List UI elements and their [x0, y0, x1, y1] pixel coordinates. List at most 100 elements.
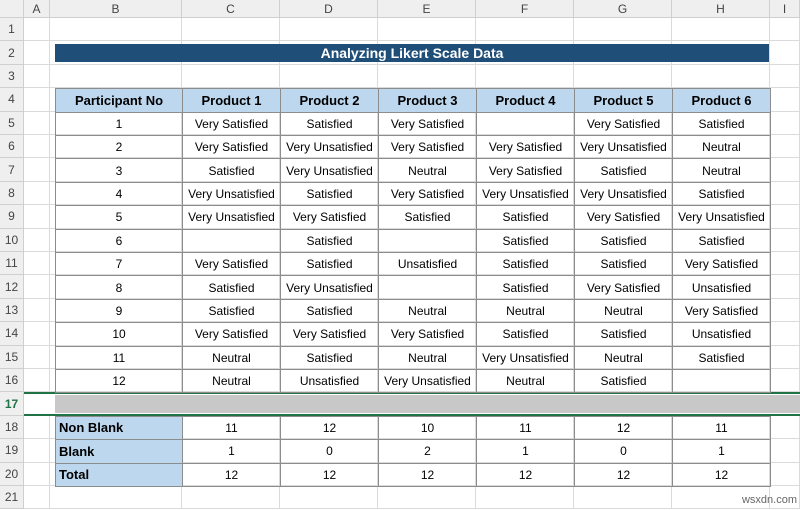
- grid-cell: [378, 369, 476, 393]
- grid-cell: [672, 41, 770, 65]
- grid-cell: [50, 135, 182, 159]
- summary-value: 12: [378, 462, 477, 487]
- grid-cell: [50, 158, 182, 182]
- grid-cell: [24, 18, 50, 42]
- grid-cell: [182, 181, 280, 206]
- column-header: C: [182, 0, 280, 18]
- summary-value: 1: [182, 439, 281, 464]
- table-cell: Very Satisfied: [476, 158, 575, 183]
- grid-cell: [50, 205, 182, 229]
- table-cell: [182, 228, 281, 253]
- grid-cell: [770, 462, 800, 486]
- grid-cell: [574, 252, 672, 276]
- grid-cell: [476, 415, 574, 440]
- grid-cell: [280, 486, 378, 510]
- grid-cell: [182, 486, 280, 510]
- table-cell: Neutral: [182, 345, 281, 370]
- grid-cell: [378, 415, 476, 440]
- table-header: Product 3: [378, 88, 477, 113]
- table-cell: Neutral: [476, 369, 575, 394]
- grid-cell: [770, 158, 800, 182]
- grid-cell: [280, 252, 378, 276]
- table-cell: Satisfied: [182, 275, 281, 300]
- row-header: 20: [0, 462, 24, 486]
- grid-cell: [182, 18, 280, 42]
- grid-cell: [770, 205, 800, 229]
- table-cell: Very Satisfied: [378, 322, 477, 347]
- grid-cell: [476, 298, 574, 323]
- table-cell: Very Unsatisfied: [378, 369, 477, 394]
- table-header: Participant No: [55, 88, 183, 113]
- grid-cell: [182, 415, 280, 440]
- column-header: H: [672, 0, 770, 18]
- grid-cell: [476, 462, 574, 486]
- grid-cell: [24, 298, 50, 323]
- grid-cell: [182, 298, 280, 323]
- grid-cell: [182, 228, 280, 252]
- grid-cell: [182, 322, 280, 346]
- grid-cell: [182, 135, 280, 159]
- grid-cell: [182, 111, 280, 135]
- table-cell: Very Unsatisfied: [574, 135, 673, 160]
- table-cell: [672, 369, 771, 394]
- table-cell: Very Satisfied: [574, 111, 673, 136]
- grid-cell: [24, 41, 50, 65]
- column-header: F: [476, 0, 574, 18]
- grid-cell: [672, 275, 770, 299]
- table-cell: Very Satisfied: [182, 111, 281, 136]
- grid-cell: [770, 88, 800, 112]
- grid-cell: [24, 322, 50, 346]
- grid-cell: [378, 275, 476, 299]
- grid-cell: [182, 252, 280, 276]
- grid-cell: [182, 462, 280, 486]
- table-cell: [378, 228, 477, 253]
- table-cell: Satisfied: [280, 345, 379, 370]
- grid-cell: [574, 158, 672, 182]
- grid-cell: [280, 111, 378, 135]
- grid-cell: [672, 369, 770, 393]
- grid-cell: [770, 135, 800, 159]
- grid-cell: [50, 275, 182, 299]
- table-cell: Neutral: [672, 158, 771, 183]
- grid-cell: [24, 205, 50, 229]
- grid-cell: [672, 439, 770, 463]
- grid-cell: [672, 462, 770, 486]
- table-cell: 1: [55, 111, 183, 136]
- table-cell: Very Satisfied: [280, 322, 379, 347]
- grid-cell: [672, 158, 770, 182]
- row-header: 12: [0, 275, 24, 299]
- grid-cell: [672, 64, 770, 89]
- table-cell: Very Unsatisfied: [280, 158, 379, 183]
- row-header: 11: [0, 252, 24, 276]
- grid-cell: [182, 158, 280, 182]
- grid-cell: [24, 439, 50, 463]
- table-cell: Very Satisfied: [378, 111, 477, 136]
- table-cell: Very Satisfied: [378, 135, 477, 160]
- grid-cell: [672, 345, 770, 369]
- grid-cell: [770, 439, 800, 463]
- table-cell: Unsatisfied: [378, 252, 477, 277]
- table-header: Product 6: [672, 88, 771, 113]
- grid-cell: [476, 322, 574, 346]
- row-header: 16: [0, 369, 24, 393]
- grid-cell: [574, 205, 672, 229]
- grid-cell: [476, 252, 574, 276]
- summary-value: 10: [378, 415, 477, 441]
- table-header: Product 4: [476, 88, 575, 113]
- table-cell: Very Satisfied: [280, 205, 379, 230]
- grid-cell: [280, 462, 378, 486]
- grid-cell: [770, 228, 800, 252]
- summary-value: 0: [280, 439, 379, 464]
- grid-cell: [378, 158, 476, 182]
- grid-cell: [50, 18, 182, 42]
- column-header: B: [50, 0, 182, 18]
- watermark: wsxdn.com: [741, 494, 797, 506]
- grid-cell: [50, 252, 182, 276]
- grid-cell: [50, 322, 182, 346]
- grid-cell: [574, 345, 672, 369]
- grid-cell: [378, 228, 476, 252]
- grid-cell: [182, 439, 280, 463]
- grid-cell: [574, 228, 672, 252]
- table-cell: Very Satisfied: [574, 205, 673, 230]
